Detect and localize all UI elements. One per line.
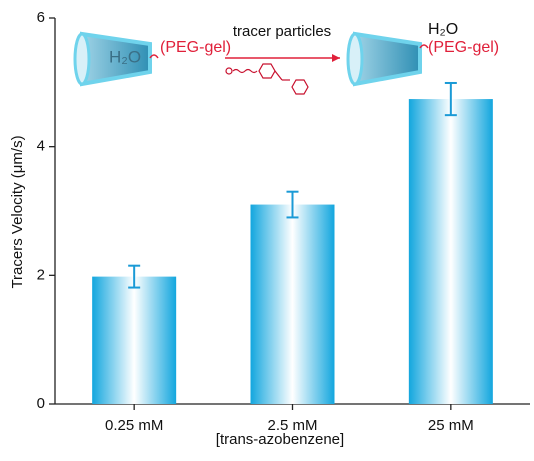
annotation: H₂O <box>109 47 141 66</box>
y-tick-label: 6 <box>37 9 45 26</box>
bar <box>251 205 335 404</box>
x-axis-label: [trans-azobenzene] <box>216 431 344 448</box>
x-tick-label: 25 mM <box>428 417 474 434</box>
link-right <box>420 45 428 48</box>
cone-left-mouth <box>75 34 89 84</box>
annotation: (PEG-gel) <box>160 39 231 56</box>
x-tick-label: 0.25 mM <box>105 417 163 434</box>
bar <box>409 99 493 404</box>
y-tick-label: 0 <box>37 395 45 412</box>
arrow-head <box>332 54 340 62</box>
y-tick-label: 2 <box>37 266 45 283</box>
chart: 02460.25 mM2.5 mM25 mM H₂O (PEG-gel) tra… <box>0 0 534 461</box>
y-axis-label: Tracers Velocity (μm/s) <box>9 135 26 288</box>
molecule <box>226 64 308 94</box>
annotation: (PEG-gel) <box>428 39 499 56</box>
y-tick-label: 4 <box>37 138 45 155</box>
annotation: H₂O <box>428 21 458 38</box>
cone-right-mouth <box>348 34 362 84</box>
cone-right <box>355 34 420 84</box>
annotation: tracer particles <box>233 23 331 40</box>
schematic: H₂O (PEG-gel) tracer particles H₂O (PEG-… <box>75 21 499 94</box>
link-left <box>150 55 158 58</box>
bar <box>92 277 176 404</box>
